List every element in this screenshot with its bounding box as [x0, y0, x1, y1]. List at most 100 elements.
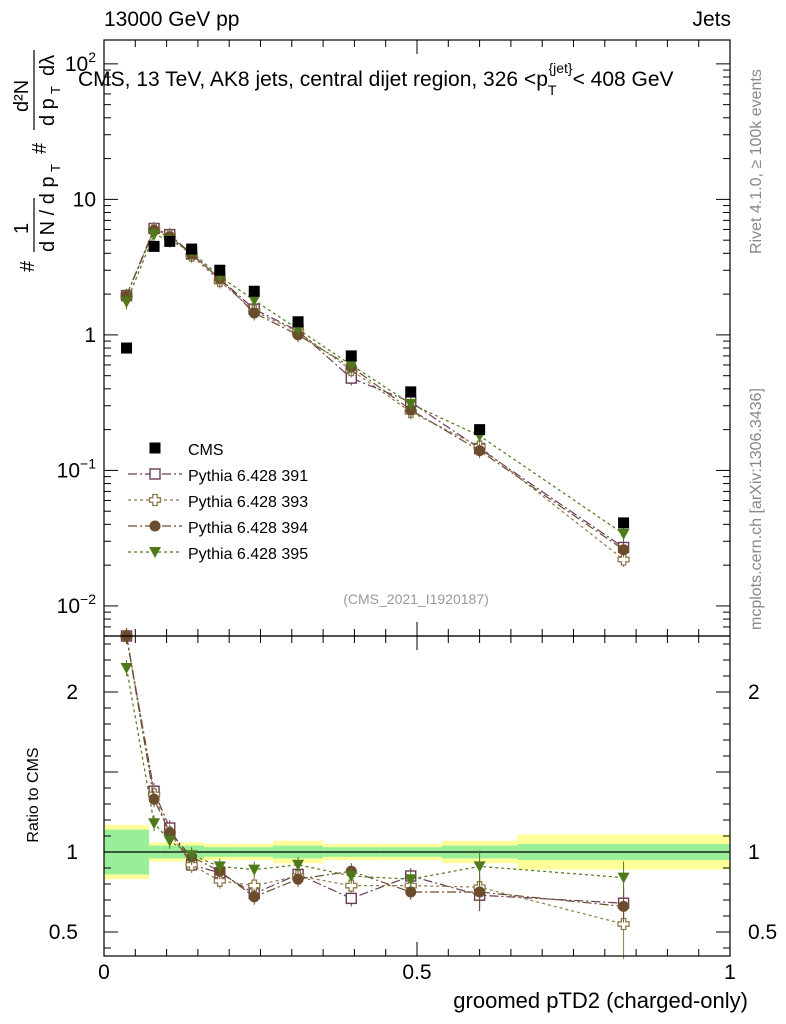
ratio-point [213, 874, 226, 887]
legend-item-1: Pythia 6.428 391 [128, 468, 308, 485]
y-tick-label-main: 10−1 [57, 455, 97, 482]
series-3 [121, 223, 630, 923]
series-4 [120, 227, 630, 894]
ratio-point [292, 859, 305, 871]
y-label-sub: T [48, 164, 63, 172]
y-tick-label-ratio: 2 [66, 681, 78, 704]
y-axis-label-ratio: Ratio to CMS [25, 747, 42, 842]
cms-point [405, 386, 417, 398]
cms-point [186, 243, 198, 255]
y-tick-label-main: 1 [84, 324, 96, 347]
series-point [148, 229, 161, 241]
cms-point [214, 264, 226, 276]
ratio-point [185, 850, 198, 862]
y-axis-label-text: # 1/(dN / d p_T) # d²N/(d p_T dλ) [39, 270, 40, 272]
ratio-uncertainty-bands [104, 824, 730, 880]
legend-marker [149, 468, 161, 480]
ratio-point [474, 886, 486, 898]
ratio-point [473, 861, 486, 873]
x-axis-label: groomed pTD2 (charged-only) [453, 988, 748, 1013]
legend-marker [148, 493, 162, 507]
mcplots-label: mcplots.cern.ch [arXiv:1306.3436] [748, 388, 765, 630]
ratio-point [404, 874, 417, 886]
y-tick-label-ratio: 1 [66, 841, 78, 864]
y-label-sub2: T [48, 86, 63, 94]
y-label-numerator2: d²N [11, 80, 33, 112]
ratio-point [345, 871, 358, 882]
y-tick-label-ratio-right: 0.5 [748, 921, 777, 944]
series-point [404, 398, 417, 410]
ratio-point [163, 835, 176, 847]
series-1 [120, 221, 630, 920]
legend-item-3: Pythia 6.428 394 [128, 520, 308, 537]
legend-label: Pythia 6.428 395 [188, 546, 308, 563]
ratio-point [248, 879, 261, 892]
series-line-ratio [125, 635, 624, 925]
legend-marker-cms [149, 442, 161, 454]
y-tick-label-ratio-right: 1 [748, 841, 760, 864]
cms-point [292, 316, 304, 328]
ratio-point [213, 861, 226, 873]
ratio-plot-frame [103, 635, 731, 957]
legend-item-2: Pythia 6.428 393 [128, 493, 308, 511]
header-left-label: 13000 GeV pp [104, 8, 240, 31]
ratio-point [292, 873, 304, 885]
ratio-point [148, 818, 161, 830]
legend-label: Pythia 6.428 391 [188, 468, 308, 485]
ratio-point [617, 917, 630, 931]
ratio-point [617, 872, 630, 884]
legend-marker [149, 520, 161, 532]
x-tick-label: 0.5 [402, 961, 431, 984]
series-point [248, 307, 260, 319]
cms-point [121, 342, 133, 354]
cms-point [345, 350, 357, 362]
legend-label-cms: CMS [188, 442, 224, 459]
ratio-point [405, 886, 417, 898]
x-tick-label: 1 [724, 961, 736, 984]
series-cms [121, 235, 630, 529]
y-label-numerator: 1 [11, 223, 33, 234]
legend-item-4: Pythia 6.428 395 [128, 546, 308, 563]
legend-label: Pythia 6.428 393 [188, 494, 308, 511]
ratio-point [120, 663, 133, 674]
series-point [618, 544, 630, 556]
ratio-point [248, 891, 260, 903]
y-label-hash: # [17, 260, 39, 272]
cms-point [164, 235, 176, 247]
cms-point [148, 240, 160, 252]
legend-marker [149, 547, 161, 558]
header-right-label: Jets [692, 8, 731, 31]
ratio-point [345, 879, 358, 892]
series-point [120, 296, 133, 308]
ratio-point [618, 900, 630, 912]
y-label-lambda: dλ [37, 55, 59, 76]
y-label-hash2: # [29, 142, 51, 154]
cms-point [248, 285, 260, 297]
legend-label: Pythia 6.428 394 [188, 520, 308, 537]
y-tick-label-ratio: 0.5 [49, 921, 78, 944]
analysis-watermark: (CMS_2021_I1920187) [343, 591, 489, 607]
x-tick-label: 0 [98, 961, 110, 984]
ratio-point [148, 793, 160, 805]
series-point [617, 553, 630, 566]
series-line-main [125, 227, 624, 548]
ratio-point [248, 864, 261, 876]
cms-point [474, 424, 486, 436]
legend-item-cms: CMS [149, 442, 224, 459]
y-tick-label-main: 10 [73, 188, 96, 211]
y-label-denominator2: d p [37, 98, 59, 126]
ratio-point [345, 892, 357, 905]
legend: CMS Pythia 6.428 391 Pythia 6.428 393 Pythi… [128, 442, 308, 563]
rivet-version-label: Rivet 4.1.0, ≥ 100k events [748, 69, 765, 254]
cms-point [618, 517, 630, 529]
y-axis-label-main: # 1/(dN / d p_T) # d²N/(d p_T dλ)#1d N /… [11, 50, 63, 272]
chart-title: CMS, 13 TeV, AK8 jets, central dijet reg… [78, 60, 674, 98]
series-point [474, 445, 486, 457]
series-layer [120, 221, 630, 960]
series-point [617, 528, 630, 540]
y-label-denominator: d N / d p [37, 176, 59, 252]
series-point [248, 295, 261, 307]
series-line-main [125, 229, 624, 551]
y-tick-label-ratio-right: 2 [748, 681, 760, 704]
